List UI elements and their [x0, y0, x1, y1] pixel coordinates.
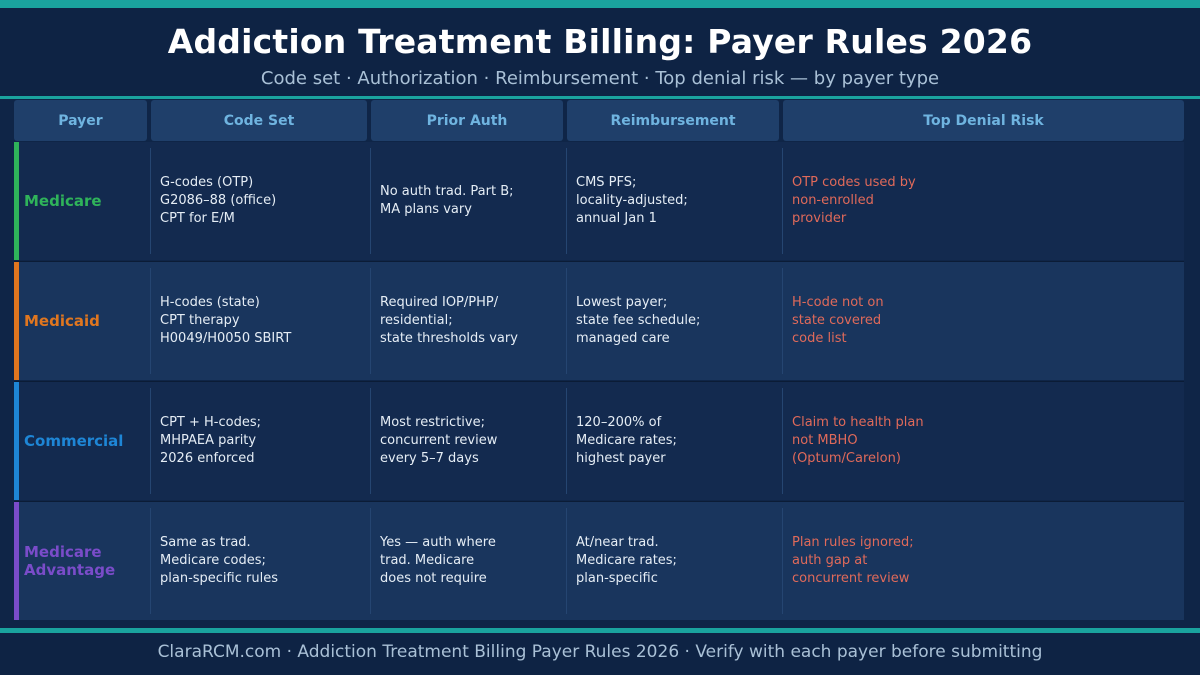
- row-accent-bar: [14, 142, 19, 260]
- prior-auth-cell: Required IOP/PHP/ residential; state thr…: [380, 295, 518, 346]
- table-row-medicare: Medicare G-codes (OTP) G2086–88 (office)…: [14, 142, 1184, 260]
- row-accent-bar: [14, 262, 19, 380]
- row-divider: [14, 501, 1184, 502]
- bottom-accent-bar: [0, 628, 1200, 633]
- column-header-code-set: Code Set: [151, 100, 367, 141]
- header: Addiction Treatment Billing: Payer Rules…: [0, 8, 1200, 96]
- code-set-cell: G-codes (OTP) G2086–88 (office) CPT for …: [160, 175, 277, 226]
- page-title: Addiction Treatment Billing: Payer Rules…: [167, 22, 1033, 61]
- column-header-reimbursement: Reimbursement: [567, 100, 779, 141]
- reimbursement-cell: At/near trad. Medicare rates; plan-speci…: [576, 535, 677, 586]
- row-accent-bar: [14, 382, 19, 500]
- prior-auth-cell: Most restrictive; concurrent review ever…: [380, 415, 498, 466]
- column-header-prior-auth: Prior Auth: [371, 100, 563, 141]
- payer-name: Medicare Advantage: [24, 543, 116, 579]
- code-set-cell: H-codes (state) CPT therapy H0049/H0050 …: [160, 295, 292, 346]
- row-divider: [14, 381, 1184, 382]
- code-set-cell: Same as trad. Medicare codes; plan-speci…: [160, 535, 278, 586]
- row-accent-bar: [14, 502, 19, 620]
- denial-risk-cell: Claim to health plan not MBHO (Optum/Car…: [792, 415, 924, 466]
- page-subtitle: Code set · Authorization · Reimbursement…: [260, 68, 940, 89]
- row-divider: [14, 261, 1184, 262]
- prior-auth-cell: No auth trad. Part B; MA plans vary: [380, 184, 514, 217]
- reimbursement-cell: 120–200% of Medicare rates; highest paye…: [576, 415, 677, 466]
- column-header-top-denial-risk: Top Denial Risk: [783, 100, 1184, 141]
- top-accent-bar: [0, 0, 1200, 8]
- table-row-medicare-advantage: Medicare Advantage Same as trad. Medicar…: [14, 502, 1184, 620]
- reimbursement-cell: CMS PFS; locality-adjusted; annual Jan 1: [576, 175, 688, 226]
- payer-name: Medicare: [24, 192, 102, 210]
- column-header-payer: Payer: [14, 100, 147, 141]
- payer-name: Medicaid: [24, 312, 100, 330]
- reimbursement-cell: Lowest payer; state fee schedule; manage…: [576, 295, 701, 346]
- code-set-cell: CPT + H-codes; MHPAEA parity 2026 enforc…: [160, 415, 261, 466]
- denial-risk-cell: Plan rules ignored; auth gap at concurre…: [792, 535, 914, 586]
- footer: ClaraRCM.com · Addiction Treatment Billi…: [0, 633, 1200, 675]
- table-row-medicaid: Medicaid H-codes (state) CPT therapy H00…: [14, 262, 1184, 380]
- table-row-commercial: Commercial CPT + H-codes; MHPAEA parity …: [14, 382, 1184, 500]
- prior-auth-cell: Yes — auth where trad. Medicare does not…: [380, 535, 496, 586]
- denial-risk-cell: OTP codes used by non-enrolled provider: [792, 175, 916, 226]
- header-divider: [0, 96, 1200, 99]
- payer-name: Commercial: [24, 432, 124, 450]
- denial-risk-cell: H-code not on state covered code list: [792, 295, 884, 346]
